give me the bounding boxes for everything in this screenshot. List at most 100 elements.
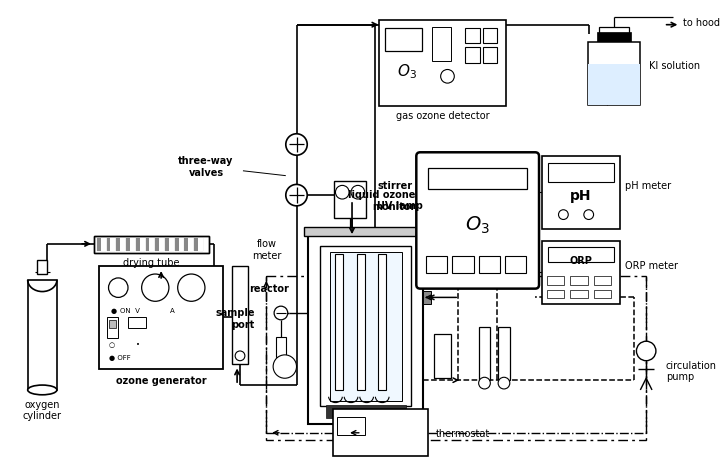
Bar (194, 238, 203, 251)
Bar (155, 238, 164, 251)
Circle shape (351, 186, 365, 199)
Text: oxygen
cylinder: oxygen cylinder (22, 399, 62, 420)
Bar (128, 317, 146, 328)
Text: ● OFF: ● OFF (109, 354, 130, 360)
Bar (547, 277, 564, 285)
Text: pH: pH (570, 189, 592, 203)
Bar (107, 238, 115, 251)
Bar (178, 238, 183, 251)
Text: circulation
pump: circulation pump (666, 360, 716, 381)
Bar (542, 241, 620, 305)
Circle shape (235, 351, 245, 361)
Circle shape (178, 275, 205, 302)
Bar (483, 29, 497, 44)
Bar (498, 327, 510, 380)
Text: gas ozone detector: gas ozone detector (396, 111, 489, 121)
Bar (570, 290, 588, 299)
Bar (597, 33, 631, 43)
Bar (428, 169, 527, 190)
Bar (465, 48, 480, 63)
Text: ○: ○ (109, 341, 115, 347)
Bar (357, 254, 365, 390)
Bar (432, 28, 452, 61)
Bar (326, 405, 405, 418)
Circle shape (141, 275, 169, 302)
Bar (198, 238, 203, 251)
Circle shape (336, 186, 349, 199)
Bar (184, 238, 194, 251)
Text: drying tube: drying tube (123, 258, 180, 268)
Circle shape (441, 70, 455, 84)
Bar (188, 238, 194, 251)
Bar (452, 256, 473, 274)
Text: pH meter: pH meter (625, 181, 671, 191)
Bar (426, 256, 447, 274)
Bar (130, 238, 135, 251)
Text: $O_3$: $O_3$ (465, 214, 490, 236)
Bar (483, 48, 497, 63)
Bar (38, 261, 47, 275)
Bar (594, 277, 611, 285)
Bar (94, 237, 209, 253)
Text: three-way
valves: three-way valves (178, 156, 233, 178)
Bar (116, 238, 125, 251)
Bar (94, 237, 209, 253)
Bar (334, 181, 365, 218)
Bar (336, 254, 343, 390)
Bar (28, 280, 57, 390)
Bar (542, 157, 620, 230)
Bar (136, 238, 144, 251)
Circle shape (584, 210, 594, 220)
Text: $O_3$: $O_3$ (397, 62, 416, 80)
Bar (107, 317, 118, 338)
Ellipse shape (28, 385, 57, 395)
Bar (465, 29, 480, 44)
Circle shape (274, 307, 288, 320)
Bar (232, 267, 248, 364)
Bar (600, 28, 629, 35)
Bar (160, 238, 164, 251)
Bar (330, 252, 402, 401)
Circle shape (286, 135, 307, 156)
Bar (588, 65, 640, 105)
Bar (547, 290, 564, 299)
Circle shape (478, 377, 490, 389)
Circle shape (558, 210, 568, 220)
Bar (266, 277, 646, 440)
Text: A: A (170, 307, 174, 313)
Bar (423, 291, 431, 305)
Circle shape (273, 355, 297, 378)
Text: liquid ozone
monitor: liquid ozone monitor (348, 190, 415, 211)
Bar (149, 238, 154, 251)
Bar (304, 228, 427, 237)
Bar (165, 238, 174, 251)
Bar (434, 335, 452, 378)
Text: ozone generator: ozone generator (116, 376, 207, 386)
Bar (120, 238, 125, 251)
Bar (478, 327, 490, 380)
Text: sample
port: sample port (215, 307, 254, 329)
Bar (333, 409, 428, 456)
Bar (385, 29, 422, 52)
Text: to hood: to hood (683, 18, 720, 28)
Bar (337, 417, 365, 435)
Text: thermostat: thermostat (436, 428, 490, 438)
Bar (308, 235, 423, 424)
Text: reactor: reactor (249, 283, 289, 293)
Text: •: • (136, 341, 140, 347)
Bar (175, 238, 183, 251)
Bar (146, 238, 154, 251)
Text: flow
meter: flow meter (252, 238, 282, 260)
Bar (594, 290, 611, 299)
Bar (110, 238, 115, 251)
Text: ORP: ORP (569, 256, 592, 266)
Bar (570, 277, 588, 285)
FancyBboxPatch shape (416, 153, 539, 289)
Text: stirrer: stirrer (377, 181, 413, 191)
Text: ORP meter: ORP meter (625, 261, 678, 271)
Bar (101, 238, 106, 251)
Text: UV lamp: UV lamp (377, 200, 423, 210)
Bar (478, 256, 500, 274)
Bar (505, 256, 526, 274)
Text: ●: ● (110, 307, 117, 313)
